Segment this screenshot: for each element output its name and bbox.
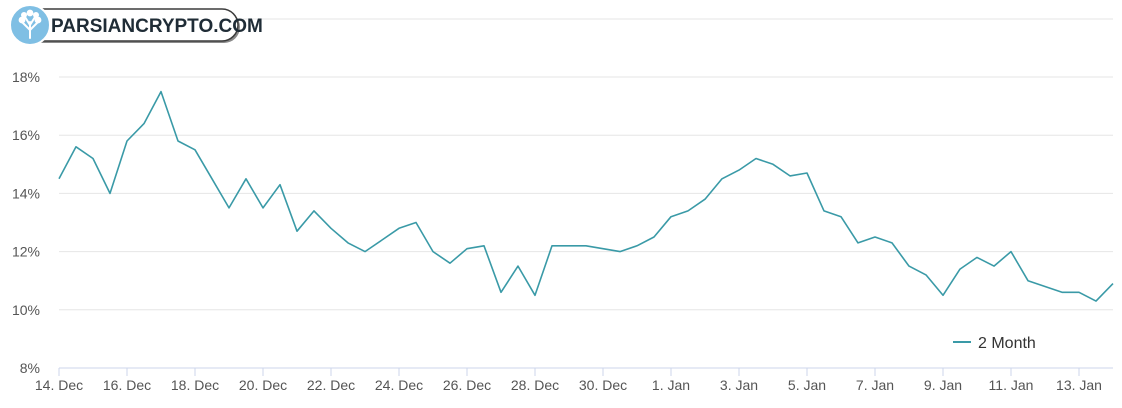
- series-group: [58, 90, 1114, 302]
- tree-logo-icon: [18, 9, 42, 39]
- y-axis: 8% 10% 12% 14% 16% 18%: [12, 69, 40, 376]
- y-tick-label: 10%: [12, 302, 40, 318]
- x-tick-label: 1. Jan: [652, 377, 690, 393]
- x-tick-label: 3. Jan: [720, 377, 758, 393]
- y-tick-label: 14%: [12, 185, 40, 201]
- y-tick-label: 16%: [12, 127, 40, 143]
- gridlines: [59, 18, 1113, 311]
- x-tick-label: 28. Dec: [511, 377, 559, 393]
- x-tick-label: 7. Jan: [856, 377, 894, 393]
- x-tick-label: 5. Jan: [788, 377, 826, 393]
- y-tick-label: 12%: [12, 244, 40, 260]
- series-line-2-month[interactable]: [58, 90, 1114, 302]
- x-axis: 14. Dec 16. Dec 18. Dec 20. Dec 22. Dec 24. D…: [35, 367, 1113, 393]
- x-tick-label: 11. Jan: [989, 377, 1034, 393]
- brand-logo[interactable]: PARSIANCRYPTO.COM: [9, 4, 263, 46]
- x-tick-label: 16. Dec: [103, 377, 151, 393]
- brand-name: PARSIANCRYPTO.COM: [51, 16, 263, 37]
- x-tick-label: 14. Dec: [35, 377, 83, 393]
- x-tick-label: 30. Dec: [579, 377, 627, 393]
- x-tick-label: 18. Dec: [171, 377, 219, 393]
- x-tick-label: 26. Dec: [443, 377, 491, 393]
- x-tick-label: 20. Dec: [239, 377, 287, 393]
- x-tick-label: 9. Jan: [924, 377, 962, 393]
- x-tick-label: 22. Dec: [307, 377, 355, 393]
- y-tick-label: 18%: [12, 69, 40, 85]
- legend[interactable]: 2 Month: [953, 335, 1036, 352]
- x-tick-label: 13. Jan: [1056, 377, 1102, 393]
- x-tick-label: 24. Dec: [375, 377, 423, 393]
- y-tick-label: 8%: [20, 360, 40, 376]
- legend-label: 2 Month: [978, 335, 1036, 352]
